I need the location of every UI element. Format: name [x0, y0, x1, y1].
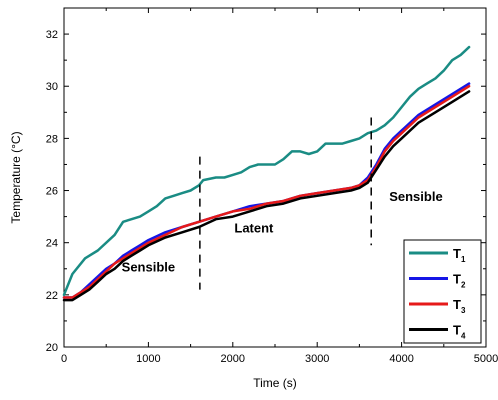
x-axis-title: Time (s) [253, 376, 297, 390]
x-tick-label: 1000 [136, 353, 160, 365]
legend-label-t4: T4 [453, 323, 466, 341]
phase-annotation-sensible: Sensible [122, 259, 175, 274]
legend-label-subscript: 1 [461, 255, 466, 264]
legend-label-t1: T1 [453, 246, 466, 264]
x-tick-label: 0 [61, 353, 67, 365]
x-tick-label: 3000 [305, 353, 329, 365]
series-line-t1 [62, 45, 471, 297]
series-line-t2 [62, 82, 471, 299]
legend-label-main: T [453, 297, 461, 312]
y-tick-label: 24 [46, 238, 58, 250]
legend-label-t2: T2 [453, 272, 466, 290]
phase-annotation-sensible: Sensible [389, 189, 442, 204]
x-tick-label: 2000 [221, 353, 245, 365]
x-tick-label: 5000 [474, 353, 498, 365]
y-tick-label: 32 [46, 29, 58, 41]
y-axis-title: Temperature (°C) [9, 131, 23, 223]
legend-label-subscript: 2 [461, 281, 466, 290]
legend-label-subscript: 3 [461, 306, 466, 315]
x-tick-label: 4000 [389, 353, 413, 365]
legend-box [403, 239, 482, 344]
series-lines [62, 45, 471, 302]
legend-label-main: T [453, 246, 461, 261]
phase-annotation-latent: Latent [234, 220, 274, 235]
legend-label-t3: T3 [453, 297, 466, 315]
series-line-t3 [62, 84, 471, 299]
y-tick-label: 22 [46, 290, 58, 302]
axes: 0 1000 2000 3000 4000 500020222426283032Time … [9, 7, 498, 390]
y-tick-label: 30 [46, 81, 58, 93]
y-tick-label: 26 [46, 186, 58, 198]
legend-label-subscript: 4 [461, 332, 466, 341]
y-tick-label: 20 [46, 342, 58, 354]
legend-label-main: T [453, 272, 461, 287]
annotations: Sensible Latent Sensible [122, 117, 443, 290]
y-tick-label: 28 [46, 133, 58, 145]
series-line-t4 [62, 90, 471, 302]
legend-label-main: T [453, 323, 461, 338]
